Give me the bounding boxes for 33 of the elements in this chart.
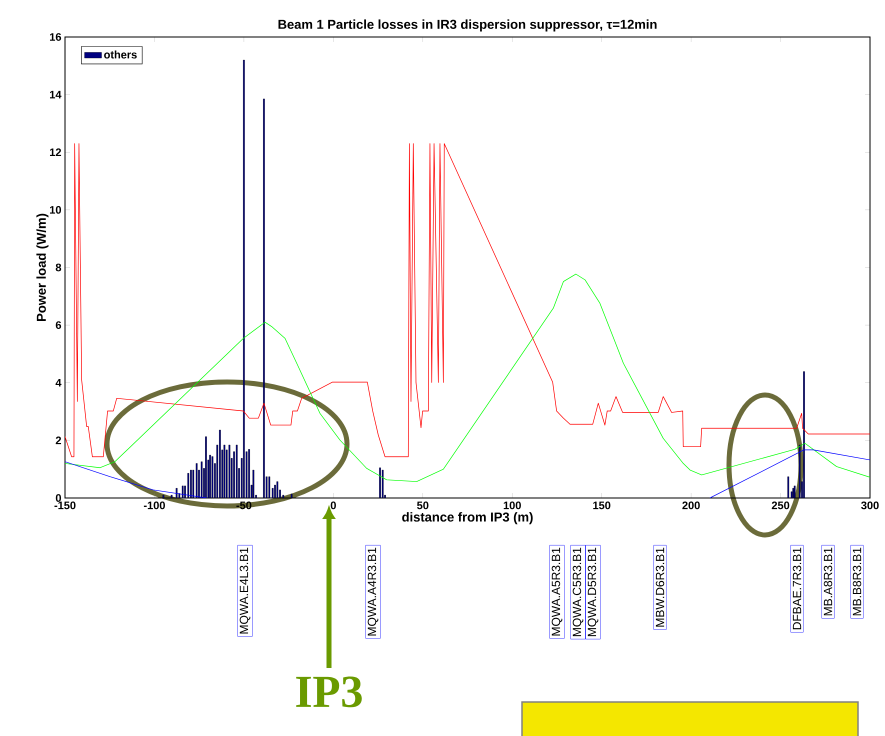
x-tick-label: 200 — [682, 502, 700, 510]
text: MQWA.D5R3.B1 — [588, 548, 598, 636]
legend-label: others — [104, 50, 137, 59]
text: MQWA.C5R3.B1 — [572, 548, 584, 636]
y-tick-label: 8 — [56, 264, 62, 272]
text: IP3 — [296, 676, 362, 708]
x-tick-label: -50 — [236, 502, 252, 510]
y-tick-label: 10 — [50, 206, 62, 214]
x-tick-label: 50 — [417, 502, 428, 510]
x-tick-label: 100 — [504, 502, 521, 510]
chart-title: Beam 1 Particle losses in IR3 dispersion suppressor, τ=12min — [278, 19, 657, 32]
y-tick-label: 2 — [56, 436, 62, 444]
text: MBW.D6R3.B1 — [656, 548, 664, 627]
x-tick-label: -150 — [54, 502, 76, 510]
y-tick-label: 14 — [50, 90, 62, 98]
text: MQWA.A5R3.B1 — [552, 548, 562, 636]
text: MB.A8R3.B1 — [824, 548, 832, 616]
x-tick-label: 250 — [772, 502, 790, 510]
x-axis-title: distance from IP3 (m) — [402, 512, 533, 524]
y-tick-label: 6 — [56, 321, 62, 329]
text: DFBAE.7R3.B1 — [792, 548, 802, 630]
text: MB.B8R3.B1 — [852, 548, 862, 616]
text: MQWA.E4L3.B1 — [240, 548, 250, 634]
y-axis-title: Power load (W/m) — [36, 214, 48, 321]
text: MQWA.A4R3.B1 — [368, 548, 378, 636]
x-tick-label: 150 — [593, 502, 610, 510]
y-tick-label: 16 — [50, 33, 62, 41]
x-tick-label: 0 — [330, 502, 336, 510]
x-tick-label: 300 — [861, 502, 879, 510]
y-tick-label: 4 — [56, 378, 62, 387]
y-tick-label: 12 — [50, 148, 62, 156]
x-tick-label: -100 — [144, 502, 165, 510]
y-tick-label: 0 — [56, 494, 62, 502]
